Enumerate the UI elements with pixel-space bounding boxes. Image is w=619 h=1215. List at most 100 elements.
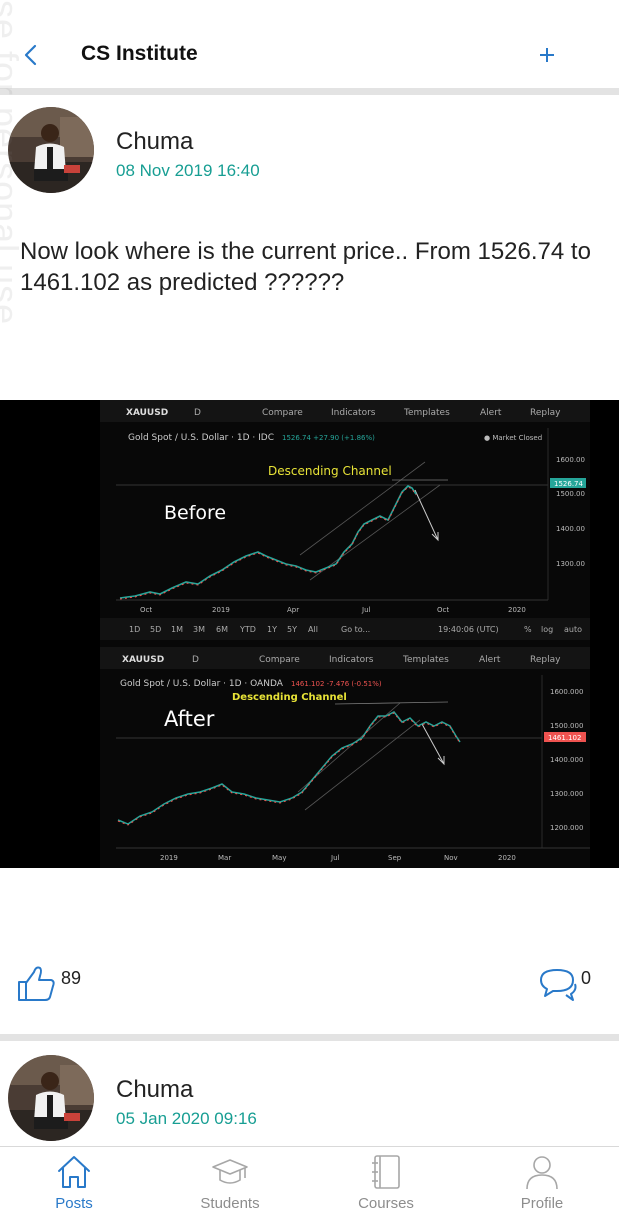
bottom-y-tick: 1200.000	[550, 824, 583, 832]
top-toolbar-interval: D	[194, 408, 201, 418]
nav-item-courses[interactable]: Courses	[326, 1147, 446, 1215]
nav-label: Courses	[358, 1195, 414, 1212]
nav-label: Students	[200, 1195, 260, 1212]
range-button: 3M	[193, 625, 205, 634]
bottom-y-tick: 1500.000	[550, 722, 583, 730]
bottom-y-tick: 1600.000	[550, 688, 583, 696]
top-chart-legend: Gold Spot / U.S. Dollar · 1D · IDC	[128, 433, 274, 443]
bottom-toolbar-symbol: XAUUSD	[122, 655, 164, 665]
comment-count: 0	[581, 968, 592, 988]
range-button: 5Y	[287, 625, 297, 634]
top-price-tag: 1526.74	[554, 480, 583, 488]
nav-label: Profile	[520, 1195, 564, 1212]
range-button: 5D	[150, 625, 161, 634]
bottom-y-tick: 1400.000	[550, 756, 583, 764]
range-button: 1D	[129, 625, 140, 634]
top-toolbar-symbol: XAUUSD	[126, 408, 168, 418]
top-toolbar-templates: Templates	[403, 408, 450, 418]
bottom-x-tick: May	[272, 854, 286, 862]
top-toolbar-replay: Replay	[530, 408, 561, 418]
post-image[interactable]: XAUUSD D Compare Indicators Templates Al…	[0, 400, 619, 868]
post-timestamp: 05 Jan 2020 09:16	[116, 1109, 257, 1128]
bottom-x-tick: 2020	[498, 854, 516, 862]
bottom-chart-change: 1461.102 -7.476 (-0.51%)	[291, 680, 382, 688]
bottom-x-tick: Jul	[330, 854, 340, 862]
bottom-toolbar-alert: Alert	[479, 655, 501, 665]
comment-bubbles-icon	[540, 969, 577, 1001]
post-timestamp: 08 Nov 2019 16:40	[116, 161, 260, 180]
bottom-chart-legend: Gold Spot / U.S. Dollar · 1D · OANDA	[120, 679, 284, 689]
range-button: YTD	[239, 625, 256, 634]
top-chart-panel: XAUUSD D Compare Indicators Templates Al…	[100, 400, 590, 640]
post-author[interactable]: Chuma	[116, 128, 194, 155]
bottom-toolbar-templates: Templates	[402, 655, 449, 665]
bottom-nav: Posts Students Courses Profile	[0, 1146, 619, 1215]
page-title: CS Institute	[81, 42, 198, 65]
back-button[interactable]	[18, 38, 46, 72]
app-header: CS Institute	[0, 0, 619, 88]
thumbs-up-icon	[18, 966, 55, 1001]
top-x-tick: 2019	[212, 606, 230, 614]
chart-clock: 19:40:06 (UTC)	[438, 625, 499, 634]
bottom-price-tag-bg	[544, 732, 586, 742]
nav-item-students[interactable]: Students	[170, 1147, 290, 1215]
top-y-tick: 1300.00	[556, 560, 585, 568]
top-market-status: ● Market Closed	[484, 434, 542, 442]
top-x-tick: Apr	[287, 606, 299, 614]
avatar[interactable]	[8, 107, 94, 193]
goto-button: Go to...	[341, 625, 370, 634]
top-x-tick: Oct	[437, 606, 449, 614]
bottom-price-tag: 1461.102	[548, 734, 581, 742]
top-chart-change: 1526.74 +27.90 (+1.86%)	[282, 434, 375, 442]
chart-screenshot: XAUUSD D Compare Indicators Templates Al…	[0, 400, 619, 868]
graduation-cap-icon	[212, 1159, 248, 1184]
top-y-tick: 1600.00	[556, 456, 585, 464]
home-icon	[58, 1156, 90, 1188]
bottom-toolbar-compare: Compare	[259, 655, 300, 665]
plus-icon	[540, 48, 554, 62]
bottom-chart-panel: XAUUSD D Compare Indicators Templates Al…	[100, 647, 590, 862]
top-toolbar-compare: Compare	[262, 408, 303, 418]
range-button: 6M	[216, 625, 228, 634]
top-x-tick: Oct	[140, 606, 152, 614]
post-author[interactable]: Chuma	[116, 1076, 194, 1103]
top-toolbar-indicators: Indicators	[331, 408, 376, 418]
bottom-x-tick: Mar	[218, 854, 231, 862]
top-x-tick: Jul	[361, 606, 371, 614]
add-post-button[interactable]	[534, 38, 560, 72]
bottom-toolbar-interval: D	[192, 655, 199, 665]
bottom-x-tick: Nov	[444, 854, 458, 862]
like-button[interactable]	[16, 962, 58, 1004]
bottom-toolbar-replay: Replay	[530, 655, 561, 665]
bottom-y-tick: 1300.000	[550, 790, 583, 798]
bottom-channel-annotation: Descending Channel	[232, 692, 347, 703]
top-before-label: Before	[164, 502, 226, 524]
post-body-text: Now look where is the current price.. Fr…	[20, 238, 591, 296]
top-channel-annotation: Descending Channel	[268, 464, 392, 478]
bottom-x-tick: 2019	[160, 854, 178, 862]
nav-item-posts[interactable]: Posts	[14, 1147, 134, 1215]
top-price-tag-bg	[550, 478, 586, 488]
nav-label: Posts	[55, 1195, 93, 1212]
bottom-x-tick: Sep	[388, 854, 402, 862]
avatar[interactable]	[8, 1055, 94, 1141]
top-x-tick: 2020	[508, 606, 526, 614]
range-button: All	[308, 625, 318, 634]
scale-option: %	[524, 625, 532, 634]
top-y-tick: 1500.00	[556, 490, 585, 498]
range-button: 1M	[171, 625, 183, 634]
header-divider	[0, 88, 619, 95]
avatar-photo	[8, 107, 94, 193]
post-divider	[0, 1034, 619, 1041]
scale-option: auto	[564, 625, 582, 634]
nav-item-profile[interactable]: Profile	[482, 1147, 602, 1215]
chevron-left-icon	[24, 44, 37, 66]
top-toolbar-alert: Alert	[480, 408, 502, 418]
range-button: 1Y	[267, 625, 277, 634]
avatar-photo	[8, 1055, 94, 1141]
top-y-tick: 1400.00	[556, 525, 585, 533]
bottom-toolbar-indicators: Indicators	[329, 655, 374, 665]
person-icon	[526, 1156, 558, 1190]
notebook-icon	[372, 1155, 400, 1189]
comment-button[interactable]	[537, 964, 579, 1004]
